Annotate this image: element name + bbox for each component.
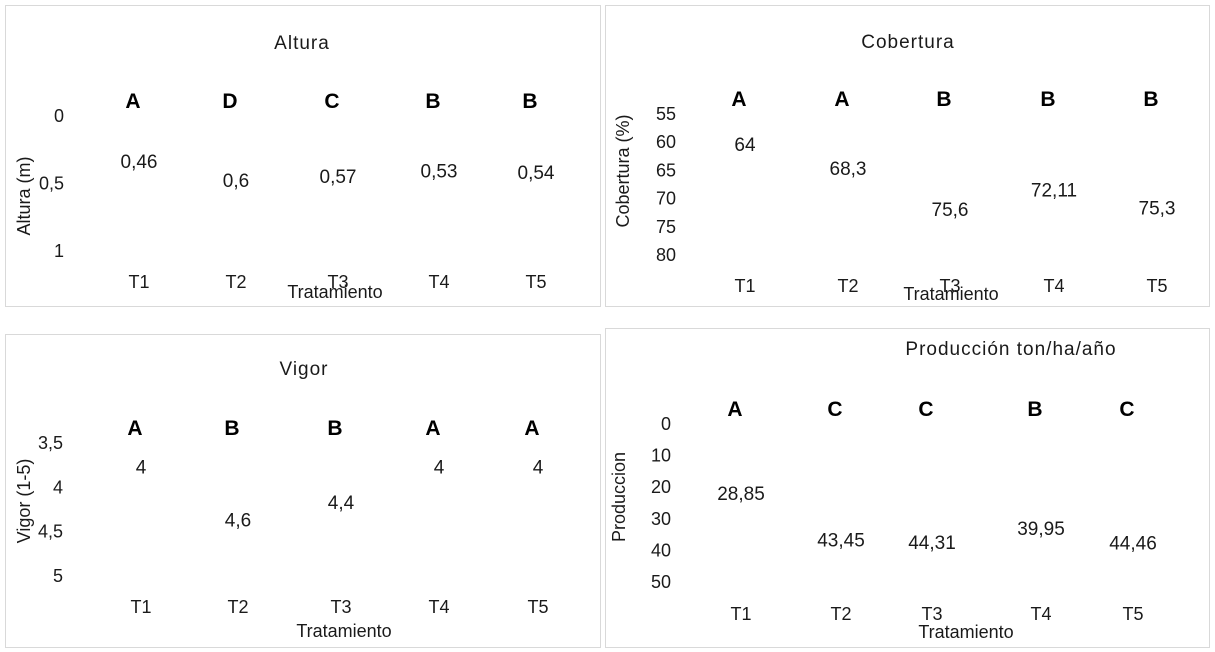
- chart-panel-altura: Altura 0 0,5 1 Altura (m) 0,46 A T1 0,6 D T2 0,57 C T…: [5, 5, 601, 307]
- x-tick-label: T4: [428, 597, 449, 617]
- y-tick-label: 65: [656, 160, 676, 180]
- chart-title: Vigor: [279, 359, 328, 380]
- data-label: 4,6: [225, 511, 251, 532]
- y-tick-label: 10: [651, 446, 671, 466]
- chart-panel-vigor: Vigor 3,5 4 4,5 5 Vigor (1-5) 4 A T1 4,6 B T2 4,4 B T3…: [5, 334, 601, 648]
- group-letter: A: [727, 398, 742, 421]
- data-label: 72,11: [1031, 181, 1077, 202]
- x-tick-label: T2: [830, 604, 851, 624]
- x-tick-label: T4: [1030, 604, 1051, 624]
- y-tick-label: 55: [656, 104, 676, 124]
- x-tick-label: T5: [1146, 276, 1167, 296]
- x-tick-label: T5: [527, 597, 548, 617]
- data-label: 43,45: [817, 530, 865, 551]
- group-letter: C: [1119, 398, 1134, 421]
- data-label: 28,85: [717, 484, 765, 505]
- y-tick-label: 30: [651, 509, 671, 529]
- group-letter: A: [834, 88, 849, 111]
- data-label: 0,53: [421, 162, 458, 183]
- data-label: 0,46: [121, 152, 158, 173]
- y-tick-label: 40: [651, 540, 671, 560]
- group-letter: B: [936, 88, 951, 111]
- y-tick-label: 20: [651, 477, 671, 497]
- x-tick-label: T4: [428, 272, 449, 292]
- y-tick-label: 4,5: [38, 522, 63, 542]
- x-tick-label: T3: [330, 597, 351, 617]
- chart-altura: Altura 0 0,5 1 Altura (m) 0,46 A T1 0,6 D T2 0,57 C T…: [14, 33, 555, 302]
- group-letter: D: [222, 90, 237, 113]
- data-label: 0,54: [518, 163, 555, 184]
- group-letter: A: [127, 417, 142, 440]
- data-label: 4: [434, 457, 445, 478]
- x-tick-label: T1: [130, 597, 151, 617]
- x-tick-label: T3: [939, 276, 960, 296]
- y-axis-label: Cobertura (%): [613, 114, 633, 227]
- data-label: 44,31: [908, 533, 956, 554]
- group-letter: B: [522, 90, 537, 113]
- x-tick-label: T4: [1043, 276, 1064, 296]
- group-letter: B: [425, 90, 440, 113]
- x-tick-label: T5: [525, 272, 546, 292]
- y-tick-label: 5: [53, 566, 63, 586]
- data-label: 75,6: [932, 200, 969, 221]
- y-tick-label: 0: [661, 414, 671, 434]
- group-letter: A: [524, 417, 539, 440]
- y-tick-label: 0: [54, 106, 64, 126]
- y-tick-label: 50: [651, 572, 671, 592]
- y-tick-label: 60: [656, 132, 676, 152]
- x-axis-label: Tratamiento: [287, 282, 382, 302]
- chart-title: Cobertura: [861, 32, 955, 53]
- x-tick-label: T1: [734, 276, 755, 296]
- chart-panel-produccion: Producción ton/ha/año 0 10 20 30 40 50 Producci…: [605, 328, 1210, 648]
- group-letter: B: [327, 417, 342, 440]
- x-tick-label: T3: [327, 272, 348, 292]
- chart-vigor: Vigor 3,5 4 4,5 5 Vigor (1-5) 4 A T1 4,6 B T2 4,4 B T3…: [14, 359, 549, 641]
- x-axis-label: Tratamiento: [903, 284, 998, 304]
- x-tick-label: T2: [837, 276, 858, 296]
- data-label: 39,95: [1017, 519, 1065, 540]
- group-letter: A: [125, 90, 140, 113]
- data-label: 0,6: [223, 171, 249, 192]
- chart-produccion: Producción ton/ha/año 0 10 20 30 40 50 Producci…: [609, 339, 1157, 642]
- chart-title: Producción ton/ha/año: [905, 339, 1116, 360]
- x-tick-label: T2: [227, 597, 248, 617]
- x-axis-label: Tratamiento: [296, 621, 391, 641]
- group-letter: A: [731, 88, 746, 111]
- y-tick-label: 3,5: [38, 433, 63, 453]
- data-label: 68,3: [830, 159, 867, 180]
- group-letter: B: [1040, 88, 1055, 111]
- group-letter: B: [224, 417, 239, 440]
- y-tick-label: 4: [53, 477, 63, 497]
- x-tick-label: T1: [730, 604, 751, 624]
- y-tick-label: 80: [656, 245, 676, 265]
- group-letter: A: [425, 417, 440, 440]
- data-label: 0,57: [320, 167, 357, 188]
- chart-panel-cobertura: Cobertura 55 60 65 70 75 80 Cobertura (%) 64 A T1 6…: [605, 5, 1210, 307]
- chart-title: Altura: [274, 33, 330, 54]
- group-letter: C: [324, 90, 339, 113]
- data-label: 4: [136, 457, 147, 478]
- y-tick-label: 1: [54, 241, 64, 261]
- x-tick-label: T3: [921, 604, 942, 624]
- y-tick-label: 70: [656, 189, 676, 209]
- data-label: 75,3: [1139, 198, 1176, 219]
- x-tick-label: T1: [128, 272, 149, 292]
- data-label: 64: [734, 135, 756, 156]
- data-label: 4: [533, 457, 544, 478]
- x-tick-label: T2: [225, 272, 246, 292]
- y-axis-label: Altura (m): [14, 156, 34, 235]
- data-label: 4,4: [328, 493, 355, 514]
- y-tick-label: 0,5: [39, 174, 64, 194]
- x-axis-label: Tratamiento: [918, 622, 1013, 642]
- group-letter: C: [827, 398, 842, 421]
- group-letter: B: [1143, 88, 1158, 111]
- x-tick-label: T5: [1122, 604, 1143, 624]
- chart-cobertura: Cobertura 55 60 65 70 75 80 Cobertura (%) 64 A T1 6…: [613, 32, 1176, 304]
- group-letter: C: [918, 398, 933, 421]
- y-axis-label: Produccion: [609, 452, 629, 542]
- y-axis-label: Vigor (1-5): [14, 459, 34, 544]
- data-label: 44,46: [1109, 533, 1157, 554]
- group-letter: B: [1027, 398, 1042, 421]
- y-tick-label: 75: [656, 217, 676, 237]
